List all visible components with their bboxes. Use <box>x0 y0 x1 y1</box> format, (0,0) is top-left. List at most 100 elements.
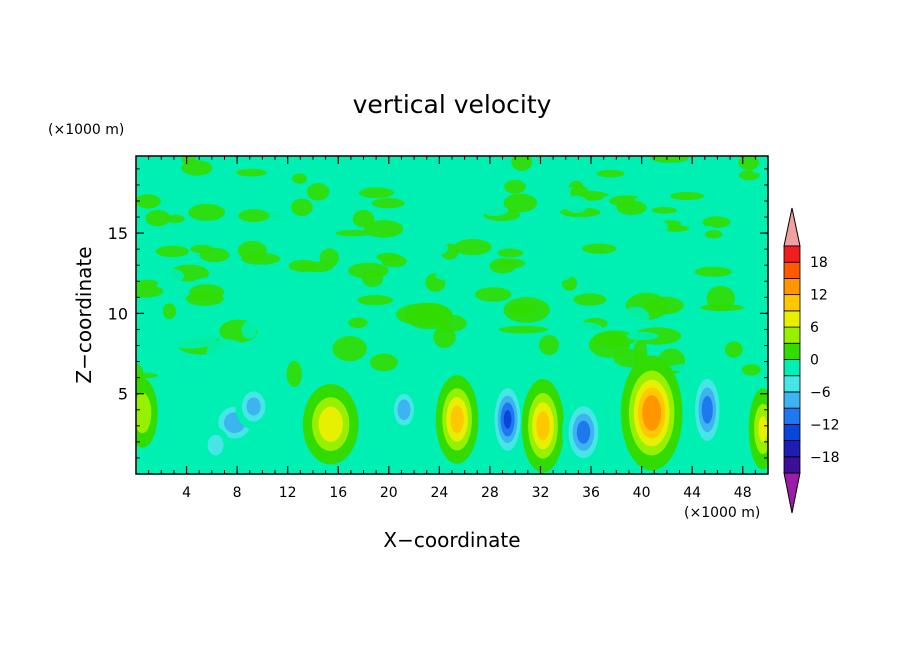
texture-patch <box>481 309 495 331</box>
texture-patch <box>701 331 721 358</box>
texture-patch <box>507 369 566 381</box>
texture-patch <box>291 198 313 216</box>
contour-band <box>450 405 464 434</box>
texture-patch <box>637 276 664 292</box>
texture-patch <box>136 194 161 209</box>
texture-patch <box>336 182 365 193</box>
texture-patch <box>702 216 731 228</box>
texture-patch <box>326 156 359 165</box>
contour-band <box>207 434 224 456</box>
texture-patch <box>651 156 689 163</box>
colorbar-label: −6 <box>810 385 831 401</box>
texture-patch <box>363 220 404 238</box>
y-unit-label: (×1000 m) <box>48 122 124 138</box>
texture-patch <box>435 269 468 282</box>
texture-patch <box>136 279 159 288</box>
x-tick-label: 4 <box>182 485 191 501</box>
texture-patch <box>596 169 625 178</box>
texture-patch <box>588 332 630 358</box>
texture-patch <box>306 183 330 201</box>
texture-patch <box>539 335 559 355</box>
velocity-cell <box>367 408 393 460</box>
texture-patch <box>416 203 454 215</box>
velocity-cell <box>521 379 565 473</box>
texture-patch <box>188 203 226 221</box>
texture-patch <box>332 336 367 362</box>
texture-patch <box>624 156 658 175</box>
colorbar-swatch <box>783 423 801 441</box>
colorbar-swatch <box>783 294 801 312</box>
texture-patch <box>292 173 307 184</box>
texture-patch <box>626 331 659 341</box>
colorbar-label: 0 <box>810 353 819 369</box>
texture-patch <box>357 295 393 306</box>
colorbar-swatch <box>783 375 801 393</box>
texture-patch <box>675 288 713 301</box>
texture-patch <box>358 187 394 199</box>
contour-band <box>536 411 550 441</box>
texture-patch <box>563 338 588 346</box>
x-tick-label: 36 <box>582 485 600 501</box>
texture-patch <box>582 243 617 254</box>
colorbar-swatch <box>783 342 801 360</box>
texture-patch <box>518 285 538 300</box>
texture-patch <box>136 372 158 379</box>
y-axis: 5 10 15 <box>108 168 768 459</box>
colorbar-swatch <box>783 440 801 458</box>
x-tick-label: 20 <box>380 485 398 501</box>
texture-patch <box>238 209 270 223</box>
texture-patch <box>348 317 368 329</box>
texture-patch <box>564 195 589 214</box>
texture-patch <box>235 168 267 177</box>
texture-patch <box>468 169 502 181</box>
texture-patch <box>136 258 159 272</box>
texture-patch <box>738 156 759 171</box>
velocity-cell <box>136 378 158 448</box>
texture-patch <box>338 310 374 318</box>
contour-band <box>701 395 713 424</box>
texture-patch <box>533 264 574 283</box>
texture-patch <box>481 205 509 217</box>
texture-patch <box>570 322 603 334</box>
texture-patch <box>616 200 647 215</box>
texture-patch <box>426 241 449 256</box>
texture-patch <box>162 328 217 349</box>
colorbar-label: 6 <box>810 320 819 336</box>
texture-patch <box>497 248 524 258</box>
texture-patch <box>721 247 753 261</box>
x-tick-label: 48 <box>734 485 752 501</box>
texture-patch <box>577 259 602 267</box>
texture-patch <box>286 360 302 387</box>
texture-patch <box>389 163 431 175</box>
texture-patch <box>741 364 761 376</box>
colorbar-under-arrow <box>783 472 801 514</box>
texture-patch <box>629 217 669 237</box>
plot-area <box>136 156 768 474</box>
velocity-cell <box>201 427 230 463</box>
texture-patch <box>670 192 705 200</box>
colorbar-swatch <box>783 326 801 344</box>
colorbar-swatch <box>783 407 801 425</box>
velocity-cell <box>562 395 605 470</box>
colorbar-label: 12 <box>810 288 828 304</box>
contour-band <box>367 408 393 460</box>
x-axis-label: X−coordinate <box>383 528 520 552</box>
contour-band <box>318 406 343 442</box>
colorbar-swatch <box>783 359 801 377</box>
texture-patch <box>724 341 743 358</box>
texture-patch <box>498 325 549 334</box>
texture-patch <box>181 156 196 165</box>
texture-patch <box>505 346 541 354</box>
x-axis: 4 8 12 16 20 24 28 32 36 40 44 48 <box>148 156 756 501</box>
texture-patch <box>489 258 516 274</box>
contour-band <box>503 410 512 429</box>
texture-patch <box>662 225 690 232</box>
colorbar-label: −12 <box>810 417 840 433</box>
colorbar-label: −18 <box>810 450 840 466</box>
texture-patch <box>621 306 650 329</box>
texture-patch <box>704 230 723 239</box>
texture-patch <box>211 273 229 285</box>
texture-patch <box>206 339 248 366</box>
contour-band <box>136 392 152 434</box>
texture-patch <box>335 230 372 237</box>
